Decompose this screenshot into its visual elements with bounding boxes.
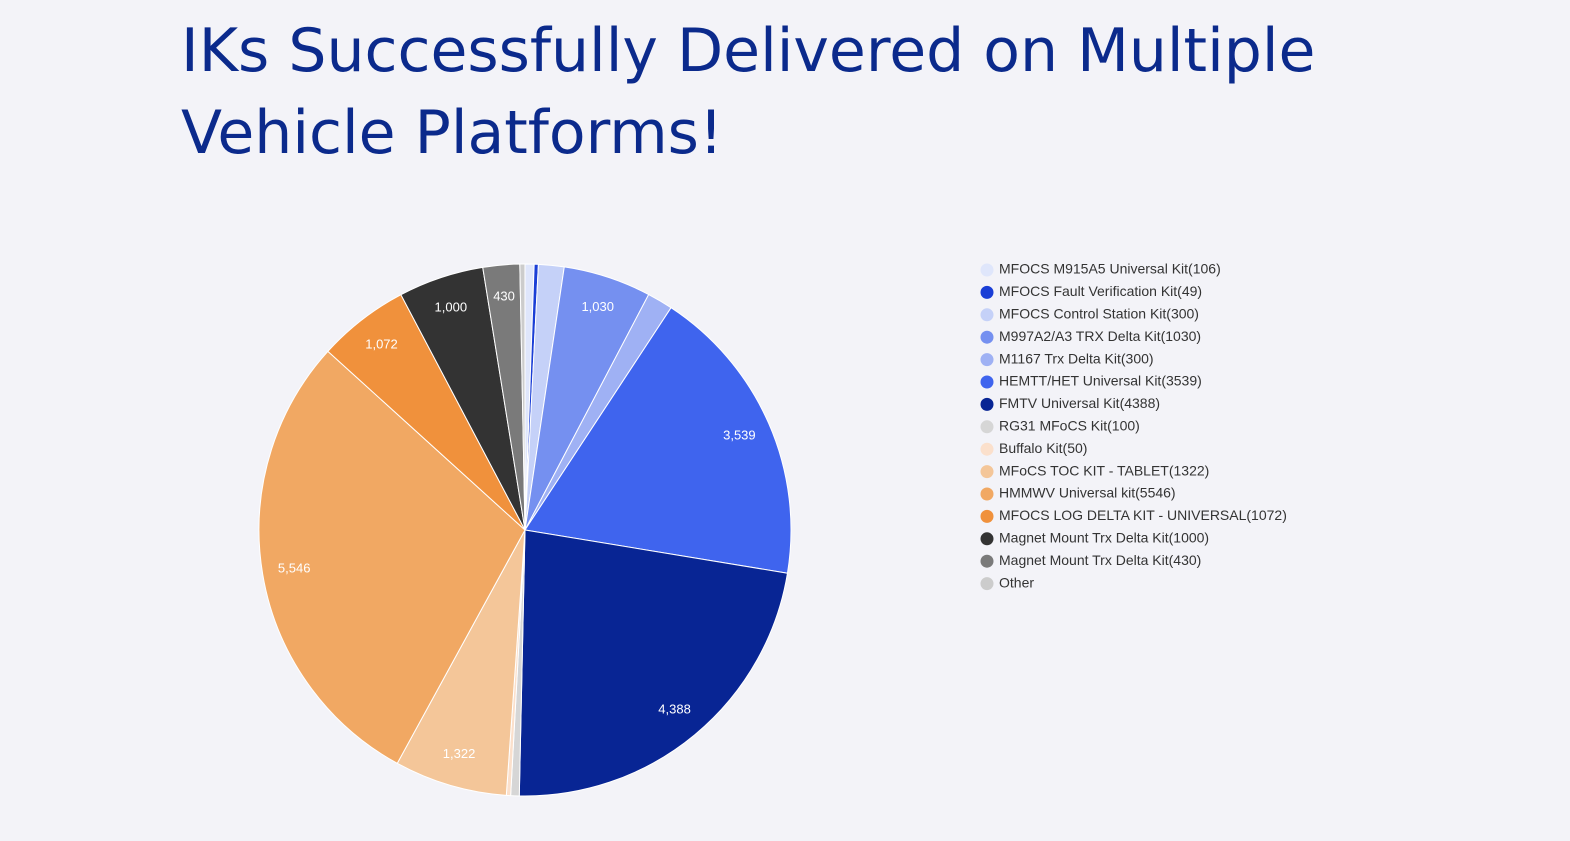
- data-label: 430: [493, 288, 515, 303]
- legend-marker: [980, 420, 994, 434]
- legend-label: MFOCS Fault Verification Kit(49): [999, 283, 1202, 299]
- legend-marker: [980, 285, 994, 299]
- legend-label: Magnet Mount Trx Delta Kit(1000): [999, 530, 1209, 546]
- legend-marker: [980, 308, 994, 322]
- legend-marker: [980, 509, 994, 523]
- legend-marker: [980, 263, 994, 277]
- legend-label: M1167 Trx Delta Kit(300): [999, 350, 1154, 366]
- legend-label: FMTV Universal Kit(4388): [999, 395, 1160, 411]
- legend-label: MFOCS LOG DELTA KIT - UNIVERSAL(1072): [999, 507, 1287, 523]
- legend-marker: [980, 577, 994, 591]
- pie-slice: [519, 263, 526, 531]
- legend-label: Magnet Mount Trx Delta Kit(430): [999, 552, 1201, 568]
- data-label: 1,072: [365, 336, 398, 351]
- legend-marker: [980, 397, 994, 411]
- data-label: 1,000: [435, 299, 468, 314]
- chart-title: IKs Successfully Delivered on Multiple V…: [181, 16, 1316, 168]
- legend-label: HMMWV Universal kit(5546): [999, 485, 1176, 501]
- legend-label: M997A2/A3 TRX Delta Kit(1030): [999, 328, 1201, 344]
- legend-marker: [980, 375, 994, 389]
- legend-label: Other: [999, 574, 1034, 590]
- data-label: 3,539: [723, 427, 756, 442]
- legend-label: Buffalo Kit(50): [999, 440, 1087, 456]
- pie-slice: [396, 529, 526, 796]
- legend-marker: [980, 554, 994, 568]
- pie-slice: [518, 529, 789, 797]
- legend-marker: [980, 330, 994, 344]
- legend-label: MFoCS TOC KIT - TABLET(1322): [999, 462, 1209, 478]
- legend-marker: [980, 465, 994, 479]
- data-label: 1,322: [443, 746, 476, 761]
- pie-slice: [258, 350, 526, 765]
- legend-marker: [980, 442, 994, 456]
- pie-slice: [524, 307, 792, 574]
- data-label: 1,030: [581, 299, 614, 314]
- legend-marker: [980, 487, 994, 501]
- legend-label: RG31 MFoCS Kit(100): [999, 418, 1140, 434]
- legend-label: MFOCS Control Station Kit(300): [999, 306, 1199, 322]
- legend-marker: [980, 353, 994, 367]
- legend-label: HEMTT/HET Universal Kit(3539): [999, 373, 1202, 389]
- data-label: 4,388: [658, 702, 691, 717]
- legend-label: MFOCS M915A5 Universal Kit(106): [999, 261, 1221, 277]
- data-label: 5,546: [278, 560, 311, 575]
- legend-marker: [980, 532, 994, 546]
